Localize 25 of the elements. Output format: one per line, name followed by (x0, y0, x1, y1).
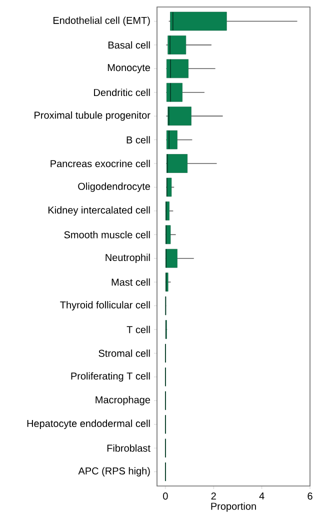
x-tick-label: 0 (163, 492, 168, 500)
y-tick-label: Thyroid follicular cell (60, 301, 150, 310)
y-tick-label: Endothelial cell (EMT) (53, 16, 150, 26)
x-axis-title: Proportion (211, 502, 256, 512)
y-tick-label: Basal cell (108, 41, 150, 49)
y-tick-label: Pancreas exocrine cell (50, 160, 150, 168)
y-tick-label: Proximal tubule progenitor (34, 111, 150, 121)
y-tick-label: Fibroblast (107, 444, 150, 452)
x-tick-label: 2 (211, 492, 216, 500)
y-tick-label: APC (RPS high) (78, 467, 150, 476)
y-tick-label: Dendritic cell (94, 88, 150, 96)
y-tick-label: Neutrophil (106, 254, 150, 264)
y-tick-label: Kidney intercalated cell (48, 206, 150, 216)
x-tick-label: 4 (259, 492, 264, 500)
y-tick-label: Macrophage (96, 396, 150, 406)
y-tick-label: Monocyte (108, 64, 150, 74)
y-tick-label: Proliferating T cell (71, 372, 150, 382)
x-tick-label: 6 (308, 492, 312, 500)
y-tick-label: Smooth muscle cell (64, 230, 150, 238)
y-tick-label: T cell (126, 326, 150, 334)
y-tick-label: Mast cell (112, 278, 150, 286)
y-tick-label: Stromal cell (98, 350, 150, 357)
y-tick-label: B cell (126, 136, 150, 144)
y-tick-label: Hepatocyte endodermal cell (27, 420, 150, 430)
y-tick-label: Oligodendrocyte (78, 182, 150, 192)
